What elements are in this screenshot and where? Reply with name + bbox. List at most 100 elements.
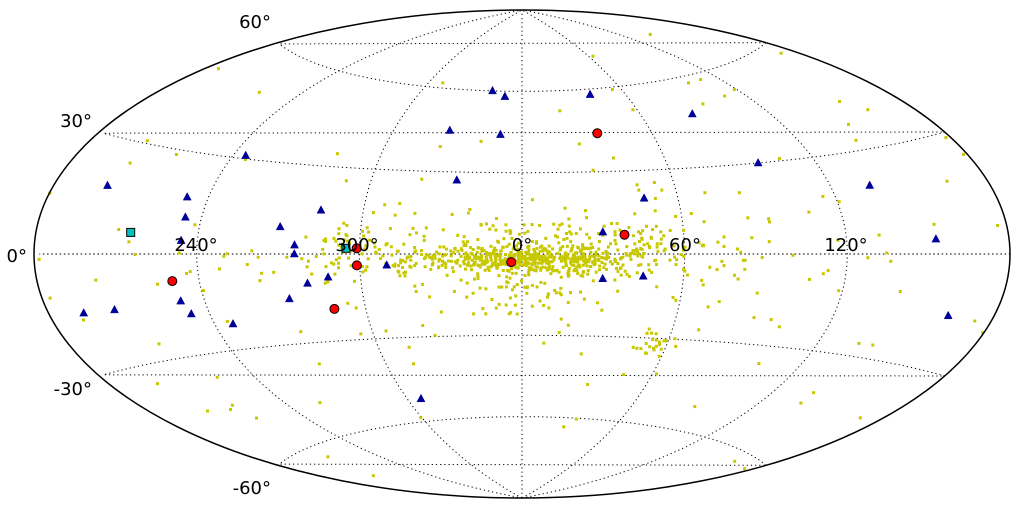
source-point xyxy=(598,264,602,268)
source-point xyxy=(37,257,41,261)
source-point xyxy=(514,294,518,298)
source-point xyxy=(484,287,488,291)
source-point xyxy=(616,262,620,265)
source-point xyxy=(544,258,548,262)
source-point xyxy=(409,265,413,269)
source-point xyxy=(541,258,545,262)
source-point xyxy=(746,216,750,220)
source-point xyxy=(654,224,658,228)
source-point xyxy=(973,319,977,323)
source-point xyxy=(478,286,482,290)
circle-marker xyxy=(329,303,340,314)
source-point xyxy=(437,259,441,263)
source-point xyxy=(565,244,569,248)
source-point xyxy=(629,257,633,261)
lat-tick-label: -30° xyxy=(54,379,92,400)
source-point xyxy=(94,278,98,282)
source-point xyxy=(485,250,488,254)
source-point xyxy=(566,323,570,327)
source-point xyxy=(687,81,690,85)
source-point xyxy=(145,139,149,143)
source-point xyxy=(495,266,499,270)
source-point xyxy=(528,266,532,270)
source-point xyxy=(945,179,949,183)
source-point xyxy=(741,258,745,262)
source-point xyxy=(530,267,534,271)
source-point xyxy=(651,346,655,350)
source-point xyxy=(557,270,561,274)
source-point xyxy=(644,342,648,346)
source-point xyxy=(476,238,480,241)
source-point xyxy=(563,206,567,210)
source-point xyxy=(393,264,397,268)
source-point xyxy=(683,269,687,273)
source-point xyxy=(462,235,466,239)
source-point xyxy=(493,252,497,256)
source-point xyxy=(591,279,595,283)
source-point xyxy=(755,291,759,295)
source-point xyxy=(494,306,498,310)
square-marker xyxy=(126,227,136,237)
source-point xyxy=(476,277,480,281)
source-point xyxy=(701,102,705,106)
source-point xyxy=(470,268,473,272)
source-point xyxy=(562,257,566,261)
source-point xyxy=(567,269,571,273)
source-point xyxy=(743,258,747,262)
source-point xyxy=(512,254,516,258)
source-point xyxy=(635,252,638,256)
source-point xyxy=(222,254,226,258)
source-point xyxy=(631,249,635,253)
source-point xyxy=(399,258,403,262)
source-point xyxy=(438,245,442,249)
source-point xyxy=(697,241,701,245)
source-point xyxy=(554,291,558,295)
source-point xyxy=(349,249,353,253)
source-point xyxy=(510,236,514,240)
source-point xyxy=(437,265,441,269)
source-point xyxy=(442,245,446,249)
source-point xyxy=(561,245,565,249)
source-point xyxy=(535,246,539,250)
source-point xyxy=(346,301,350,305)
source-point xyxy=(431,254,435,258)
source-point xyxy=(564,260,568,264)
source-point xyxy=(530,240,534,244)
source-point xyxy=(498,262,502,266)
source-point xyxy=(230,403,234,407)
source-point xyxy=(682,254,686,258)
source-point xyxy=(616,289,620,293)
source-point xyxy=(384,243,388,247)
source-point xyxy=(516,247,520,251)
source-point xyxy=(576,257,580,261)
source-point xyxy=(610,222,613,225)
source-point xyxy=(509,251,513,254)
source-point xyxy=(679,253,683,257)
source-point xyxy=(662,234,666,238)
triangle-marker xyxy=(180,212,190,221)
triangle-marker xyxy=(176,296,186,305)
source-point xyxy=(739,250,743,254)
source-point xyxy=(564,263,568,267)
source-point xyxy=(495,217,498,220)
source-point xyxy=(508,296,512,300)
source-point xyxy=(188,270,192,274)
source-point xyxy=(567,224,571,228)
source-point xyxy=(702,220,706,224)
source-point xyxy=(662,339,666,343)
source-point xyxy=(663,247,667,251)
source-point xyxy=(517,257,521,261)
source-point xyxy=(419,416,423,420)
source-point xyxy=(300,257,304,261)
source-point xyxy=(716,240,720,244)
source-point xyxy=(546,249,550,253)
source-point xyxy=(285,255,289,259)
source-point xyxy=(544,236,548,240)
source-point xyxy=(613,257,617,261)
source-point xyxy=(674,344,678,348)
source-point xyxy=(484,255,488,259)
source-point xyxy=(885,251,889,255)
source-point xyxy=(476,246,480,250)
source-point xyxy=(377,248,381,251)
lat-tick-label: 0° xyxy=(7,246,27,267)
